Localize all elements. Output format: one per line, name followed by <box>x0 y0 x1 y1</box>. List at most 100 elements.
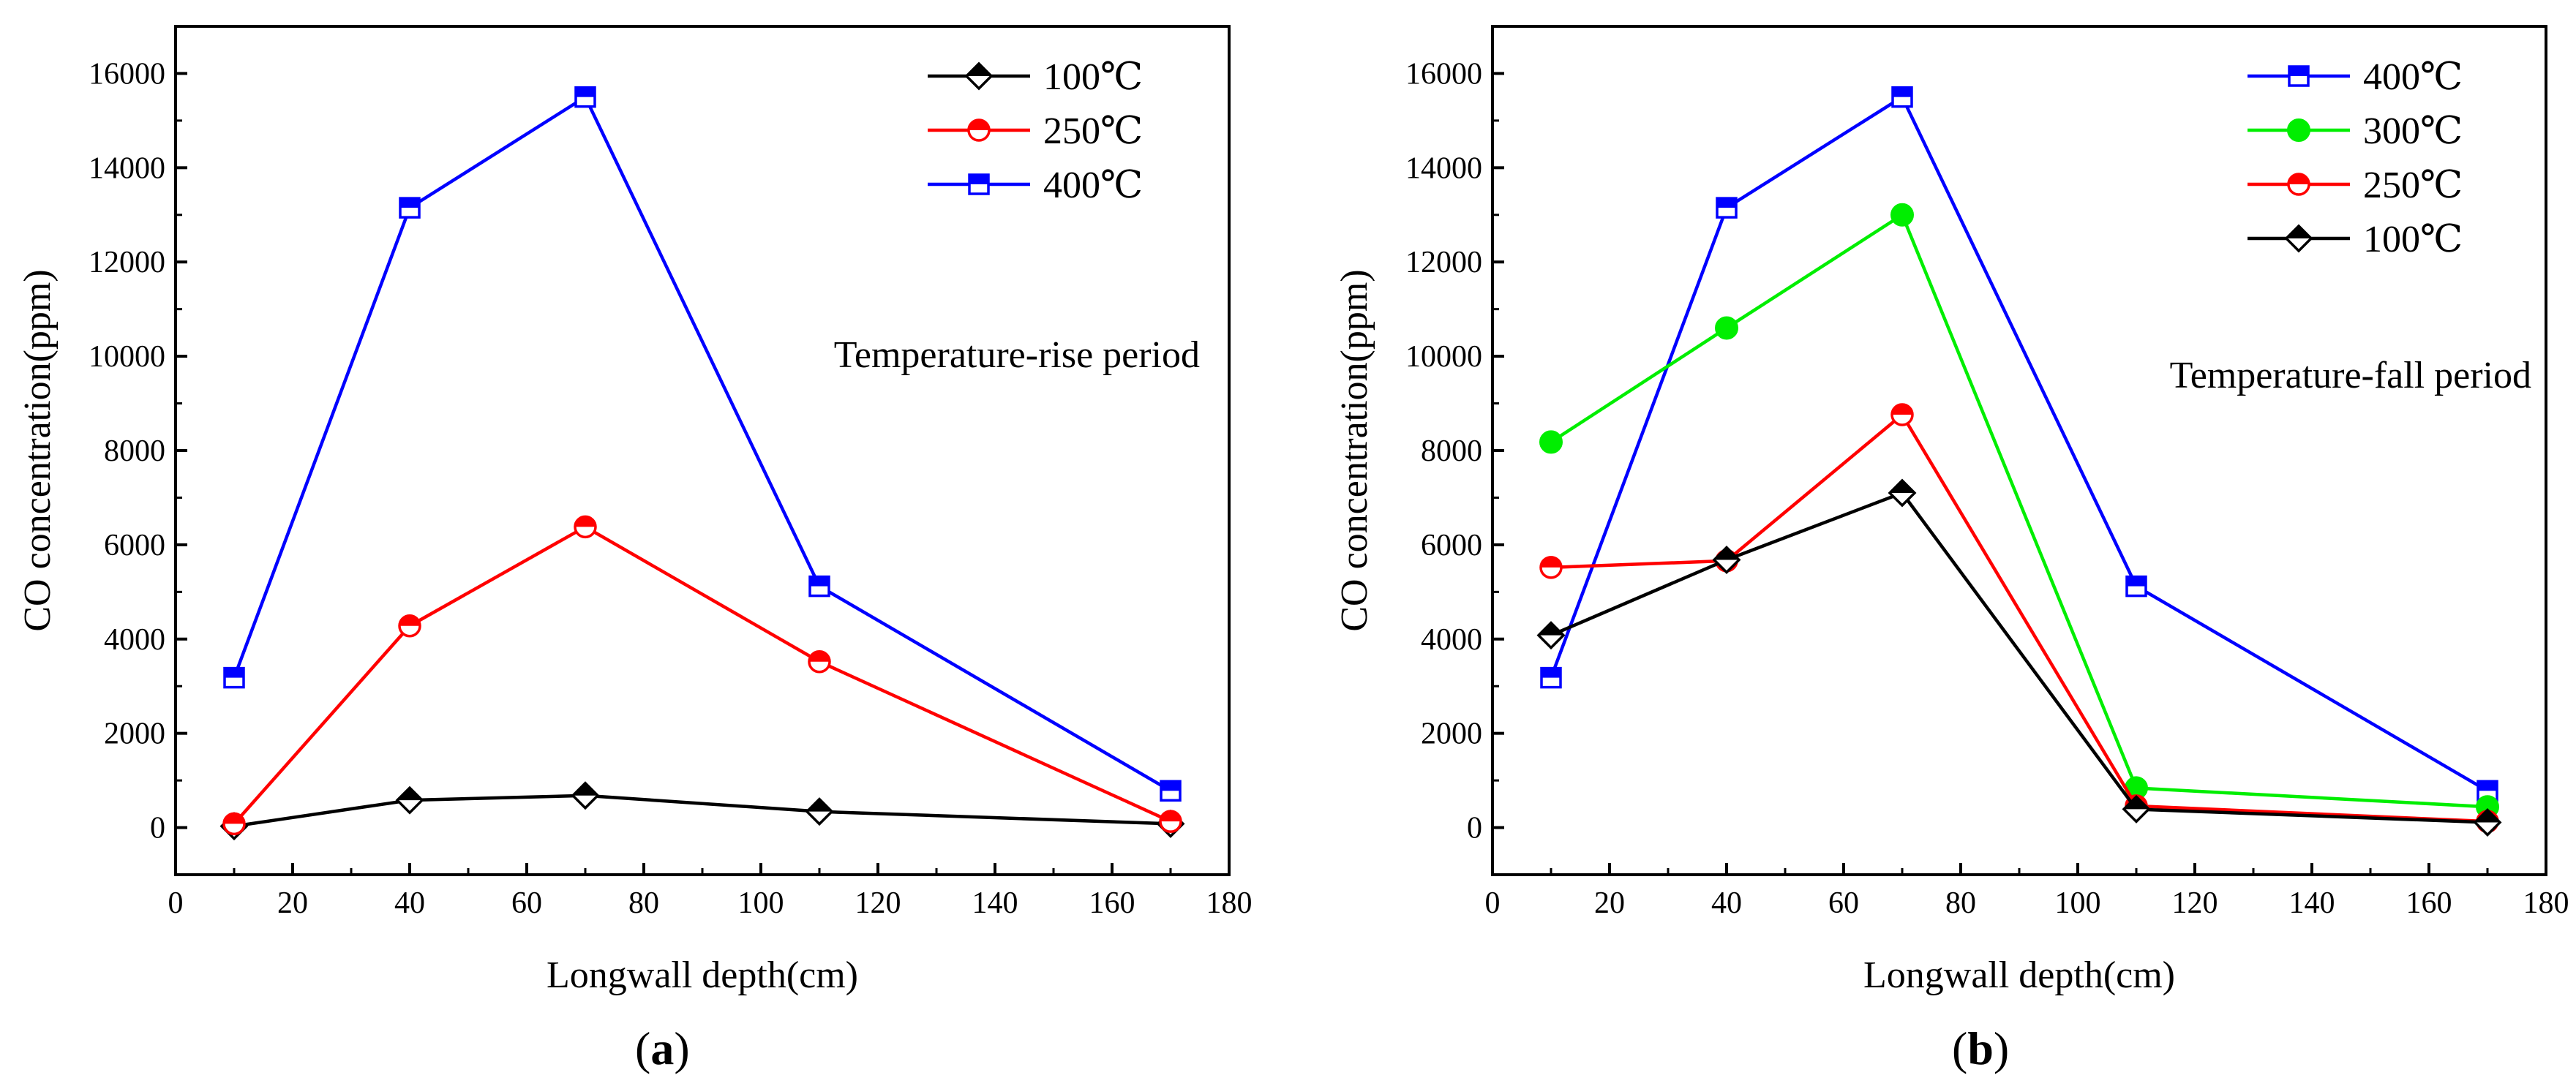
data-point <box>2125 575 2147 598</box>
marker-fill <box>2127 576 2146 587</box>
series-line <box>1550 491 2488 824</box>
x-tick-label: 80 <box>628 886 659 920</box>
legend-label: 250℃ <box>1043 110 1143 152</box>
data-point <box>395 785 424 815</box>
data-point <box>571 781 600 810</box>
y-axis-title: CO concentration(ppm) <box>1334 269 1375 631</box>
series-line <box>1549 95 2489 793</box>
marker-fill <box>2289 67 2308 76</box>
series-line <box>1550 412 2488 824</box>
data-point <box>1536 621 1566 650</box>
marker-fill <box>969 120 989 130</box>
x-tick-label: 40 <box>394 886 425 920</box>
y-tick-label: 14000 <box>1405 151 1482 185</box>
marker-fill <box>225 668 244 678</box>
legend-entry: 100℃ <box>928 56 1143 98</box>
marker-fill <box>966 64 991 76</box>
data-point <box>398 614 421 638</box>
chart-panel-a: 0 20 40 60 80 100 120 140 160 180 0 2000 4000 6000 800… <box>17 25 1253 1074</box>
y-tick-label: 16000 <box>89 57 165 91</box>
data-point <box>1715 316 1738 340</box>
x-tick-label: 180 <box>1206 886 1253 920</box>
legend-label: 400℃ <box>1043 165 1143 206</box>
series-line <box>233 525 1171 825</box>
marker-fill <box>1541 557 1561 568</box>
panel-label: (a) <box>635 1022 690 1074</box>
axes-ticks: 0 20 40 60 80 100 120 140 160 180 0 2000 4000 6000 800… <box>89 57 1253 920</box>
data-point <box>2122 794 2151 824</box>
marker-fill <box>2475 810 2500 823</box>
y-tick-label: 0 <box>150 812 165 845</box>
y-tick-label: 0 <box>1467 812 1482 845</box>
series-line <box>233 794 1171 828</box>
legend: 100℃ 250℃ 400℃ <box>928 56 1143 206</box>
panel-letter: a <box>650 1022 674 1074</box>
y-tick-label: 14000 <box>89 151 165 185</box>
legend-marker <box>2288 65 2310 87</box>
x-axis-title: Longwall depth(cm) <box>547 954 858 996</box>
legend-marker <box>964 61 994 91</box>
series-400C <box>1540 86 2498 802</box>
data-point <box>808 575 830 598</box>
y-tick-label: 2000 <box>104 717 165 751</box>
data-point <box>1891 86 1913 108</box>
chart-panel-b: 0 20 40 60 80 100 120 140 160 180 0 2000 4000 6000 800… <box>1334 25 2569 1074</box>
panel-label: (b) <box>1952 1022 2009 1074</box>
x-tick-label: 140 <box>2289 886 2335 920</box>
marker-fill <box>1539 622 1563 636</box>
legend: 400℃ 300℃ 250℃ 100℃ <box>2248 56 2463 260</box>
axes-ticks: 0 20 40 60 80 100 120 140 160 180 0 2000 4000 6000 800… <box>1405 57 2569 920</box>
y-tick-label: 4000 <box>104 623 165 657</box>
x-tick-label: 20 <box>277 886 308 920</box>
panel-letter: b <box>1967 1022 1994 1074</box>
legend-entry: 100℃ <box>2248 219 2463 260</box>
data-point <box>574 515 597 539</box>
y-tick-label: 6000 <box>1421 529 1482 562</box>
y-tick-label: 12000 <box>89 246 165 279</box>
y-tick-label: 6000 <box>104 529 165 562</box>
x-tick-label: 160 <box>2406 886 2452 920</box>
marker-fill <box>969 175 988 184</box>
legend-entry: 250℃ <box>2248 165 2463 206</box>
data-point <box>223 666 245 689</box>
y-tick-label: 2000 <box>1421 717 1482 751</box>
series-400C <box>223 86 1182 802</box>
x-tick-label: 140 <box>972 886 1018 920</box>
series-line <box>232 95 1172 793</box>
series-group <box>1536 86 2502 837</box>
data-point <box>2473 807 2502 837</box>
data-point <box>808 649 831 674</box>
marker-fill <box>807 799 832 812</box>
marker-fill <box>576 87 595 97</box>
y-tick-label: 8000 <box>104 434 165 468</box>
marker-fill <box>1542 668 1561 678</box>
marker-fill <box>2124 796 2149 810</box>
legend-entry: 400℃ <box>2248 56 2463 98</box>
y-tick-label: 12000 <box>1405 246 1482 279</box>
marker-fill <box>1892 404 1912 415</box>
x-tick-label: 100 <box>738 886 784 920</box>
series-300C <box>1539 203 2499 819</box>
y-axis-title: CO concentration(ppm) <box>17 269 59 631</box>
data-point <box>805 797 834 826</box>
legend-label: 400℃ <box>2363 56 2463 98</box>
marker-fill <box>224 813 244 824</box>
legend-label: 100℃ <box>2363 219 2463 260</box>
x-axis-title: Longwall depth(cm) <box>1863 954 2175 996</box>
series-100C <box>219 781 1185 841</box>
x-tick-label: 120 <box>855 886 901 920</box>
legend-label: 300℃ <box>2363 110 2463 152</box>
data-point <box>1888 478 1917 508</box>
marker-fill <box>399 615 420 626</box>
x-tick-label: 180 <box>2523 886 2569 920</box>
y-tick-label: 4000 <box>1421 623 1482 657</box>
data-point <box>399 197 421 219</box>
marker-fill <box>809 651 830 662</box>
plot-frame <box>1491 25 2547 876</box>
legend-entry: 300℃ <box>2248 110 2463 152</box>
annotation-text: Temperature-rise period <box>834 334 1200 376</box>
series-250C <box>222 515 1182 836</box>
data-point <box>1890 203 1914 227</box>
x-tick-label: 80 <box>1945 886 1976 920</box>
